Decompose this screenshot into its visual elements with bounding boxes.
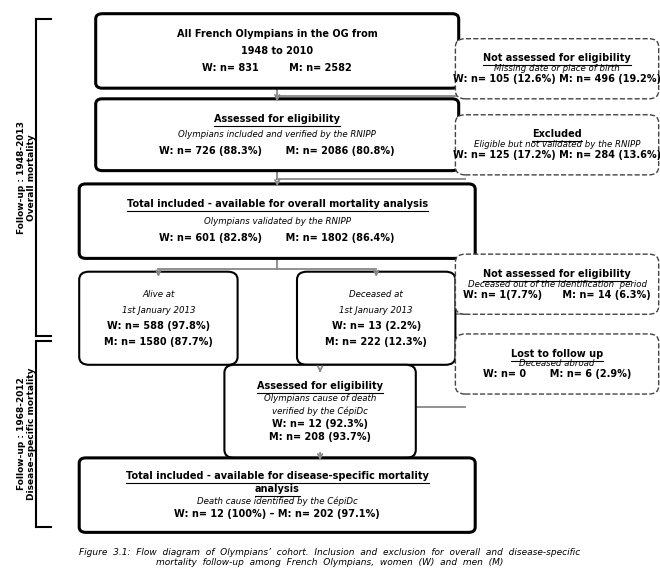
FancyBboxPatch shape — [79, 272, 238, 365]
Text: Follow-up : 1968-2012
Disease-specific mortality: Follow-up : 1968-2012 Disease-specific m… — [16, 368, 36, 500]
Text: Figure  3.1:  Flow  diagram  of  Olympians’  cohort.  Inclusion  and  exclusion : Figure 3.1: Flow diagram of Olympians’ c… — [79, 548, 581, 567]
Text: Total included - available for disease-specific mortality: Total included - available for disease-s… — [126, 471, 428, 481]
Text: M: n= 208 (93.7%): M: n= 208 (93.7%) — [269, 432, 371, 442]
Text: All French Olympians in the OG from: All French Olympians in the OG from — [177, 29, 378, 39]
Text: W: n= 0       M: n= 6 (2.9%): W: n= 0 M: n= 6 (2.9%) — [483, 370, 631, 379]
Text: Assessed for eligibility: Assessed for eligibility — [257, 380, 383, 391]
FancyBboxPatch shape — [224, 365, 416, 458]
Text: Deceased out of the identification  period: Deceased out of the identification perio… — [467, 280, 647, 289]
FancyBboxPatch shape — [297, 272, 455, 365]
Text: Total included - available for overall mortality analysis: Total included - available for overall m… — [127, 199, 428, 209]
FancyBboxPatch shape — [455, 39, 659, 99]
Text: Not assessed for eligibility: Not assessed for eligibility — [483, 53, 631, 63]
Text: W: n= 588 (97.8%): W: n= 588 (97.8%) — [107, 321, 210, 331]
Text: Not assessed for eligibility: Not assessed for eligibility — [483, 269, 631, 279]
Text: Eligible but not validated by the RNIPP: Eligible but not validated by the RNIPP — [474, 140, 640, 149]
Text: W: n= 12 (100%) – M: n= 202 (97.1%): W: n= 12 (100%) – M: n= 202 (97.1%) — [174, 509, 380, 519]
Text: 1948 to 2010: 1948 to 2010 — [241, 46, 314, 56]
Text: W: n= 12 (92.3%): W: n= 12 (92.3%) — [272, 419, 368, 429]
Text: W: n= 125 (17.2%) M: n= 284 (13.6%): W: n= 125 (17.2%) M: n= 284 (13.6%) — [453, 150, 660, 160]
Text: W: n= 105 (12.6%) M: n= 496 (19.2%): W: n= 105 (12.6%) M: n= 496 (19.2%) — [453, 74, 660, 84]
Text: Olympians cause of death: Olympians cause of death — [264, 394, 376, 403]
Text: Olympians validated by the RNIPP: Olympians validated by the RNIPP — [204, 217, 350, 226]
Text: Excluded: Excluded — [532, 129, 582, 140]
Text: 1st January 2013: 1st January 2013 — [339, 305, 413, 315]
Text: Missing date or place of birth: Missing date or place of birth — [494, 64, 620, 73]
Text: 1st January 2013: 1st January 2013 — [121, 305, 195, 315]
Text: Lost to follow up: Lost to follow up — [511, 348, 603, 359]
Text: Assessed for eligibility: Assessed for eligibility — [214, 114, 340, 124]
FancyBboxPatch shape — [455, 254, 659, 314]
Text: analysis: analysis — [255, 484, 300, 494]
Text: Death cause identified by the CépiDc: Death cause identified by the CépiDc — [197, 496, 358, 506]
FancyBboxPatch shape — [79, 458, 475, 533]
Text: W: n= 1(7.7%)      M: n= 14 (6.3%): W: n= 1(7.7%) M: n= 14 (6.3%) — [463, 289, 651, 300]
FancyBboxPatch shape — [79, 184, 475, 259]
Text: Deceased at: Deceased at — [349, 289, 403, 299]
FancyBboxPatch shape — [96, 14, 459, 88]
FancyBboxPatch shape — [96, 99, 459, 170]
Text: verified by the CépiDc: verified by the CépiDc — [272, 407, 368, 416]
Text: W: n= 726 (88.3%)       M: n= 2086 (80.8%): W: n= 726 (88.3%) M: n= 2086 (80.8%) — [159, 146, 395, 156]
Text: M: n= 1580 (87.7%): M: n= 1580 (87.7%) — [104, 337, 213, 347]
Text: W: n= 831         M: n= 2582: W: n= 831 M: n= 2582 — [203, 63, 352, 73]
Text: Olympians included and verified by the RNIPP: Olympians included and verified by the R… — [178, 130, 376, 139]
Text: Alive at: Alive at — [142, 289, 175, 299]
FancyBboxPatch shape — [455, 115, 659, 175]
Text: M: n= 222 (12.3%): M: n= 222 (12.3%) — [325, 337, 427, 347]
Text: W: n= 601 (82.8%)       M: n= 1802 (86.4%): W: n= 601 (82.8%) M: n= 1802 (86.4%) — [160, 233, 395, 243]
Text: Deceased abroad: Deceased abroad — [519, 359, 595, 368]
FancyBboxPatch shape — [455, 334, 659, 394]
Text: Follow-up : 1948-2013
Overall mortality: Follow-up : 1948-2013 Overall mortality — [16, 121, 36, 234]
Text: W: n= 13 (2.2%): W: n= 13 (2.2%) — [331, 321, 421, 331]
